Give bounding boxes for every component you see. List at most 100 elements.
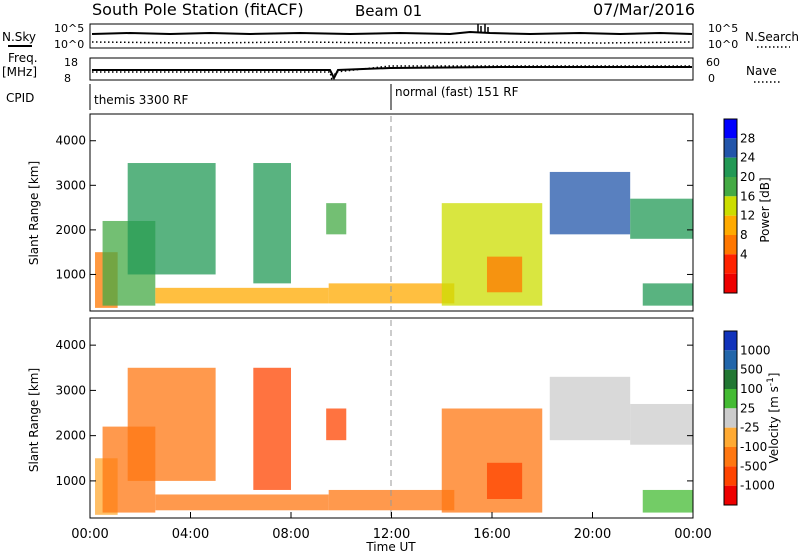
power-colorbar-tick-label: 12 xyxy=(740,209,755,223)
power-ylabel: Slant Range [km] xyxy=(27,161,41,265)
velocity-colorbar-segment xyxy=(724,331,737,351)
nsearch-trace xyxy=(91,41,693,44)
velocity-colorbar-segment xyxy=(724,389,737,409)
power-colorbar-segment xyxy=(724,157,737,177)
power-colorbar-tick-label: 20 xyxy=(740,170,755,184)
nsky-label: N.Sky xyxy=(2,30,36,44)
power-colorbar-segment xyxy=(724,138,737,158)
velocity-colorbar-segment xyxy=(724,466,737,486)
velocity-colorbar-label-main: Velocity [m s xyxy=(767,386,781,463)
velocity-region xyxy=(642,489,693,513)
station-title: South Pole Station (fitACF) xyxy=(92,0,304,19)
velocity-colorbar-segment xyxy=(724,427,737,447)
velocity-colorbar-tick-label: 25 xyxy=(740,401,755,415)
time-axis-tick-label: 12:00 xyxy=(373,527,410,542)
power-colorbar-segment xyxy=(724,196,737,216)
power-y-ticks: 1000 2000 3000 4000 xyxy=(55,134,693,281)
cpid-mode-1: themis 3300 RF xyxy=(94,93,188,107)
power-colorbar-tick-label: 28 xyxy=(740,131,755,145)
velocity-colorbar-label-exp: -1 xyxy=(766,377,776,386)
velocity-y-tick-label: 3000 xyxy=(55,383,86,397)
velocity-region xyxy=(127,367,216,481)
velocity-colorbar-tick-label: 100 xyxy=(740,382,763,396)
power-colorbar-segment xyxy=(724,254,737,274)
power-region xyxy=(549,171,631,235)
power-panel: 1000 2000 3000 4000 Slant Range [km] xyxy=(27,113,694,312)
time-axis-tick-label: 00:00 xyxy=(71,527,108,542)
power-colorbar-tick-label: 24 xyxy=(740,151,755,165)
nave-label: Nave xyxy=(746,64,777,78)
velocity-colorbar-segment xyxy=(724,369,737,389)
power-region xyxy=(155,287,329,304)
velocity-colorbar-segment xyxy=(724,447,737,467)
power-colorbar-segment xyxy=(724,273,737,293)
cpid-row: CPID themis 3300 RF normal (fast) 151 RF xyxy=(6,84,519,110)
power-colorbar-segments: 28 24 20 16 12 8 4 xyxy=(723,118,755,294)
power-region xyxy=(642,283,693,306)
velocity-colorbar-tick-label: 1000 xyxy=(740,343,771,357)
velocity-colorbar-segment xyxy=(724,408,737,428)
power-data-layer xyxy=(95,163,693,308)
velocity-panel: 1000 2000 3000 4000 Slant Range [km] xyxy=(27,317,694,519)
power-y-tick-label: 2000 xyxy=(55,223,86,237)
velocity-region xyxy=(253,367,291,490)
velocity-colorbar-tick-label: -25 xyxy=(740,421,760,435)
cpid-label: CPID xyxy=(6,91,34,105)
velocity-y-tick-label: 2000 xyxy=(55,429,86,443)
power-colorbar-label: Power [dB] xyxy=(758,177,772,242)
power-region xyxy=(326,203,347,235)
power-y-tick-label: 3000 xyxy=(55,178,86,192)
velocity-colorbar-label: Velocity [m s-1] xyxy=(766,373,781,464)
power-colorbar-tick-label: 8 xyxy=(740,228,748,242)
power-y-tick-label: 1000 xyxy=(55,267,86,281)
nsearch-tick-top-right: 10^5 xyxy=(708,22,738,35)
velocity-y-tick-label: 1000 xyxy=(55,474,86,488)
nsky-trace xyxy=(91,30,693,36)
velocity-colorbar-segments: 1000 500 100 25 -25 -100 -500 -1000 xyxy=(723,330,775,506)
power-colorbar-segment xyxy=(724,177,737,197)
velocity-colorbar-tick-label: -100 xyxy=(740,440,767,454)
power-region xyxy=(127,163,216,275)
velocity-data-layer xyxy=(95,367,693,515)
freq-tick-bottom: 8 xyxy=(64,72,71,85)
power-colorbar-tick-label: 4 xyxy=(740,247,748,261)
power-y-tick-label: 4000 xyxy=(55,134,86,148)
velocity-colorbar-label-end: ] xyxy=(767,373,781,378)
cpid-mode-2: normal (fast) 151 RF xyxy=(395,85,519,99)
velocity-region xyxy=(630,403,693,445)
velocity-ylabel: Slant Range [km] xyxy=(27,368,41,472)
freq-trace xyxy=(92,66,692,81)
nave-tick-top: 60 xyxy=(706,56,720,69)
freq-tick-top: 18 xyxy=(64,56,78,69)
power-colorbar-segment xyxy=(724,215,737,235)
freq-label-top: Freq. xyxy=(8,51,38,65)
power-region xyxy=(253,163,291,284)
velocity-colorbar-segment xyxy=(724,350,737,370)
date-title: 07/Mar/2016 xyxy=(593,0,695,19)
velocity-colorbar-segment xyxy=(724,485,737,505)
nsky-tick-bottom-left: 10^0 xyxy=(54,38,84,51)
power-colorbar-segment xyxy=(724,235,737,255)
power-region xyxy=(328,283,455,304)
nsearch-label: N.Search xyxy=(745,30,799,44)
power-region xyxy=(486,256,523,293)
noise-panel-frame xyxy=(89,23,694,49)
power-region xyxy=(630,198,693,239)
velocity-colorbar-tick-label: -500 xyxy=(740,459,767,473)
velocity-colorbar-tick-label: 500 xyxy=(740,363,763,377)
time-axis-tick-label: 04:00 xyxy=(172,527,209,542)
power-panel-frame xyxy=(89,113,694,312)
noise-panel: N.Sky 10^5 10^0 10^5 10^0 N.Search xyxy=(2,22,799,51)
velocity-colorbar-frame xyxy=(723,330,738,506)
time-axis-tick-label: 20:00 xyxy=(574,527,611,542)
nsearch-tick-bottom-right: 10^0 xyxy=(708,38,738,51)
time-axis-tick-label: 16:00 xyxy=(473,527,510,542)
freq-panel-frame xyxy=(89,57,694,81)
nsky-tick-top-left: 10^5 xyxy=(54,22,84,35)
beam-title: Beam 01 xyxy=(355,2,422,20)
velocity-y-ticks: 1000 2000 3000 4000 xyxy=(55,338,693,488)
velocity-colorbar: 1000 500 100 25 -25 -100 -500 -1000 Velocity [m… xyxy=(723,330,781,506)
velocity-region xyxy=(486,462,523,499)
nsky-spikes xyxy=(477,24,489,33)
power-colorbar-frame xyxy=(723,118,738,294)
